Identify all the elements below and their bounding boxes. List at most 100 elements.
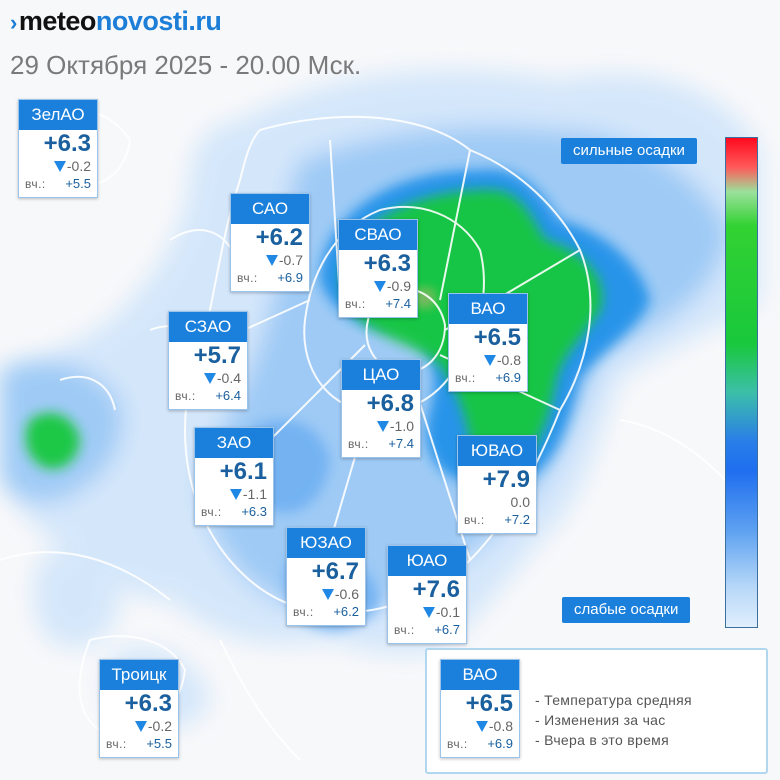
yesterday-temp: +6.4: [215, 388, 241, 403]
hourly-change-value: -1.0: [389, 418, 414, 434]
hourly-change-value: -0.4: [216, 370, 241, 386]
district-name: СЗАО: [169, 312, 247, 342]
yesterday-row: вч.: +6.9: [441, 734, 519, 757]
yesterday-temp: +6.7: [434, 622, 460, 637]
avg-temperature: +5.7: [193, 342, 241, 369]
yesterday-temp: +6.9: [277, 270, 303, 285]
yesterday-label: вч.:: [464, 513, 485, 527]
hourly-change-value: -0.6: [334, 586, 359, 602]
yesterday-label: вч.:: [201, 505, 222, 519]
down-arrow-icon: [53, 161, 66, 172]
down-arrow-icon: [483, 355, 496, 366]
hourly-change: -0.2: [19, 158, 97, 174]
hourly-change-value: -0.9: [386, 278, 411, 294]
district-name: Троицк: [100, 660, 178, 690]
district-name: ЮАО: [388, 546, 466, 576]
down-arrow-icon: [321, 589, 334, 600]
hourly-change-value: -0.8: [496, 352, 521, 368]
yesterday-temp: +5.5: [65, 176, 91, 191]
district-name: СВАО: [339, 220, 417, 250]
legend-line-hourly-change: - Изменения за час: [535, 712, 666, 728]
yesterday-temp: +7.4: [385, 296, 411, 311]
yesterday-row: вч.: +6.2: [287, 602, 365, 625]
legend-line-yesterday: - Вчера в это время: [535, 732, 669, 748]
yesterday-temp: +7.2: [504, 512, 530, 527]
down-arrow-icon: [373, 281, 386, 292]
avg-temperature: +6.7: [311, 558, 359, 585]
hourly-change: -0.7: [231, 252, 309, 268]
yesterday-label: вч.:: [394, 623, 415, 637]
hourly-change: -1.1: [195, 486, 273, 502]
down-arrow-icon: [229, 489, 242, 500]
yesterday-row: вч.: +7.2: [458, 510, 536, 533]
down-arrow-icon: [376, 421, 389, 432]
avg-temperature: +7.6: [412, 576, 460, 603]
down-arrow-icon: [475, 721, 488, 732]
hourly-change-value: -0.8: [488, 718, 513, 734]
district-name: ЗелАО: [19, 100, 97, 130]
district-card-8[interactable]: ЮЗАО +6.7 -0.6 вч.: +6.2: [286, 527, 366, 626]
avg-temperature: +6.1: [219, 458, 267, 485]
hourly-change-value: -0.7: [278, 252, 303, 268]
yesterday-temp: +7.4: [388, 436, 414, 451]
district-card-6[interactable]: ЗАО +6.1 -1.1 вч.: +6.3: [194, 427, 274, 526]
down-arrow-icon: [265, 255, 278, 266]
down-arrow-icon: [134, 721, 147, 732]
district-name: ЮВАО: [458, 436, 536, 466]
hourly-change: -0.9: [339, 278, 417, 294]
yesterday-label: вч.:: [175, 389, 196, 403]
hourly-change: -0.6: [287, 586, 365, 602]
district-card-4[interactable]: СЗАО +5.7 -0.4 вч.: +6.4: [168, 311, 248, 410]
yesterday-temp: +6.3: [241, 504, 267, 519]
avg-temperature: +6.8: [366, 390, 414, 417]
yesterday-row: вч.: +5.5: [100, 734, 178, 757]
hourly-change: -0.1: [388, 604, 466, 620]
yesterday-row: вч.: +6.3: [195, 502, 273, 525]
district-card-0[interactable]: ЗелАО +6.3 -0.2 вч.: +5.5: [18, 99, 98, 198]
avg-temperature: +6.3: [124, 690, 172, 717]
district-card-7[interactable]: ЮВАО +7.9 0.0 вч.: +7.2: [457, 435, 537, 534]
district-name: ЦАО: [342, 360, 420, 390]
district-card-9[interactable]: ЮАО +7.6 -0.1 вч.: +6.7: [387, 545, 467, 644]
hourly-change-value: -0.2: [147, 718, 172, 734]
yesterday-row: вч.: +6.9: [449, 368, 527, 391]
down-arrow-icon: [203, 373, 216, 384]
yesterday-label: вч.:: [345, 297, 366, 311]
forecast-datetime: 29 Октября 2025 - 20.00 Мск.: [10, 50, 362, 80]
district-card-1[interactable]: САО +6.2 -0.7 вч.: +6.9: [230, 193, 310, 292]
district-card-legend-sample[interactable]: ВАО +6.5 -0.8 вч.: +6.9: [440, 659, 520, 758]
yesterday-temp: +6.2: [333, 604, 359, 619]
yesterday-label: вч.:: [25, 177, 46, 191]
avg-temperature: +6.2: [255, 224, 303, 251]
hourly-change: -0.8: [441, 718, 519, 734]
yesterday-row: вч.: +6.4: [169, 386, 247, 409]
yesterday-row: вч.: +7.4: [342, 434, 420, 457]
scale-bottom-label: слабые осадки: [562, 597, 691, 623]
avg-temperature: +6.5: [473, 324, 521, 351]
avg-temperature: +6.3: [363, 250, 411, 277]
district-card-2[interactable]: СВАО +6.3 -0.9 вч.: +7.4: [338, 219, 418, 318]
district-card-5[interactable]: ЦАО +6.8 -1.0 вч.: +7.4: [341, 359, 421, 458]
scale-top-label: сильные осадки: [561, 138, 697, 164]
district-card-10[interactable]: Троицк +6.3 -0.2 вч.: +5.5: [99, 659, 179, 758]
hourly-change: -1.0: [342, 418, 420, 434]
legend-line-avg-temp: - Температура средняя: [535, 692, 692, 708]
down-arrow-icon: [422, 607, 435, 618]
hourly-change: -0.2: [100, 718, 178, 734]
yesterday-row: вч.: +6.9: [231, 268, 309, 291]
site-logo[interactable]: ›meteonovosti.ru: [10, 6, 222, 36]
yesterday-temp: +6.9: [487, 736, 513, 751]
hourly-change: 0.0: [458, 494, 536, 510]
district-name: ЗАО: [195, 428, 273, 458]
yesterday-label: вч.:: [455, 371, 476, 385]
yesterday-label: вч.:: [348, 437, 369, 451]
district-card-3[interactable]: ВАО +6.5 -0.8 вч.: +6.9: [448, 293, 528, 392]
yesterday-row: вч.: +7.4: [339, 294, 417, 317]
hourly-change-value: -0.1: [435, 604, 460, 620]
hourly-change-value: 0.0: [510, 494, 530, 510]
yesterday-label: вч.:: [447, 737, 468, 751]
avg-temperature: +6.5: [465, 690, 513, 717]
yesterday-row: вч.: +5.5: [19, 174, 97, 197]
hourly-change-value: -1.1: [242, 486, 267, 502]
district-name: ВАО: [441, 660, 519, 690]
